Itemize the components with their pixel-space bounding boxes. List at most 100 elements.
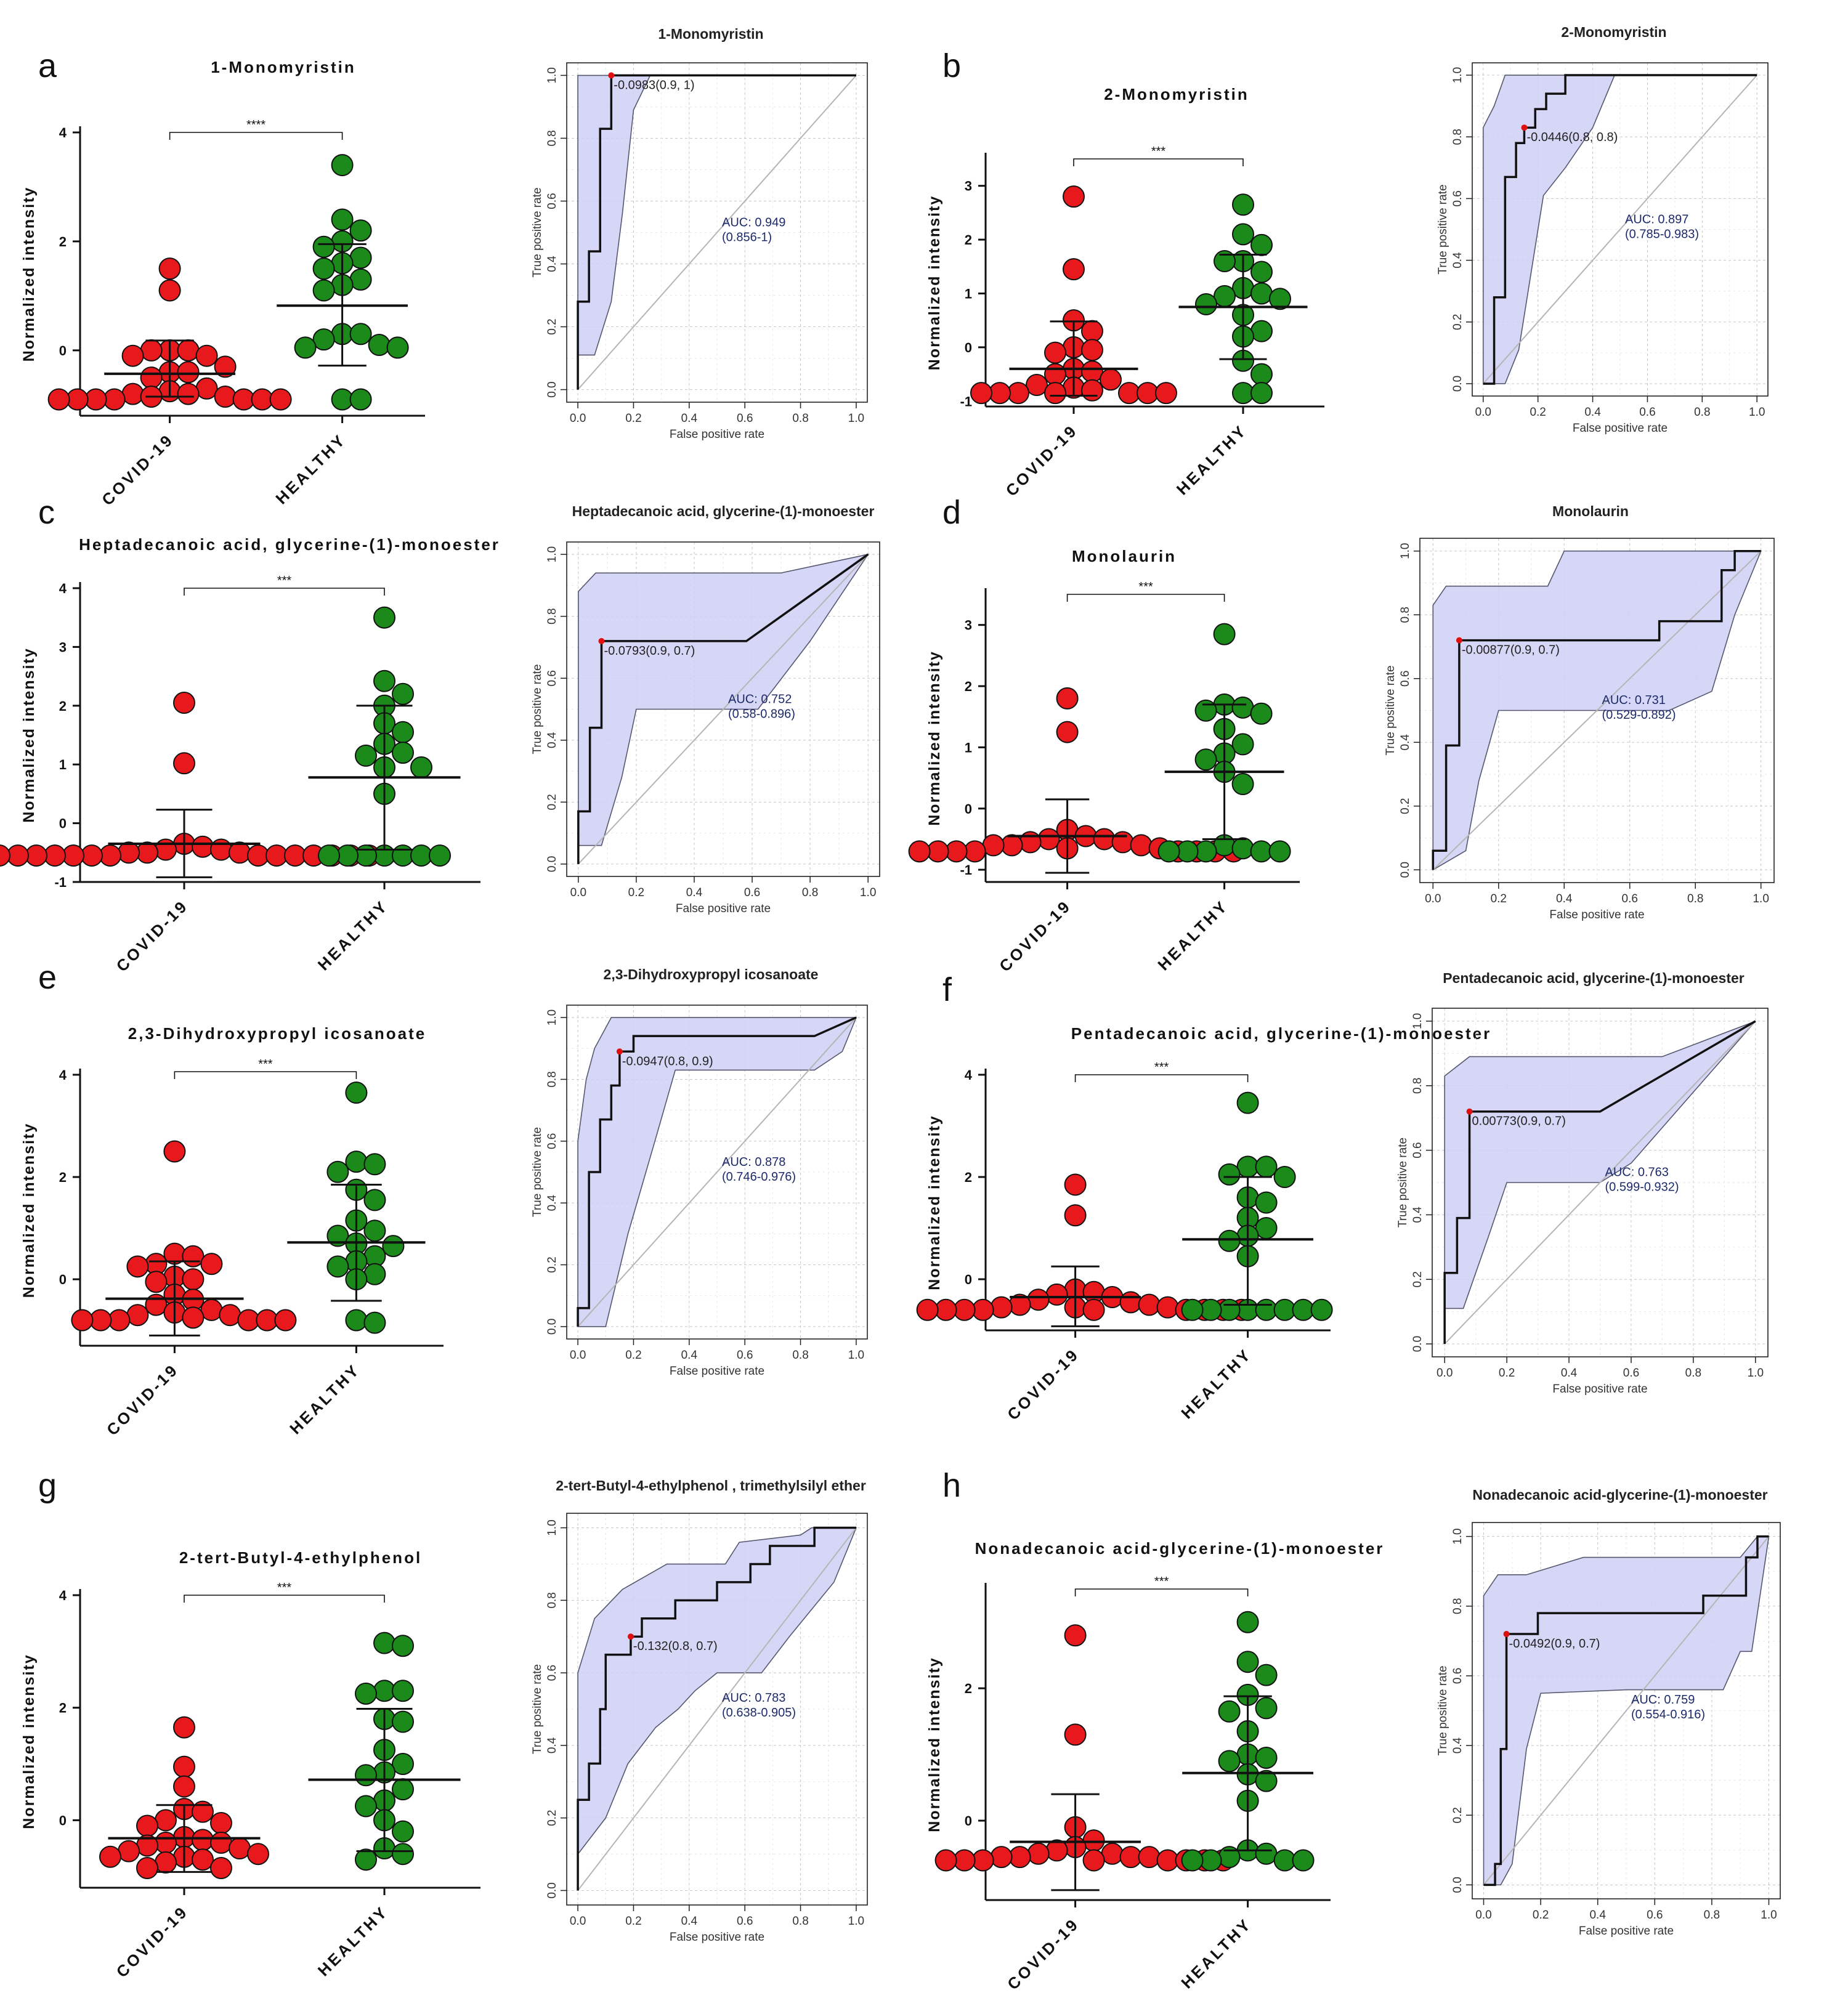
- x-tick-label: 1.0: [1749, 406, 1765, 419]
- data-point: [294, 336, 317, 359]
- data-point: [1255, 1191, 1278, 1214]
- group-healthy: HEALTHY: [286, 1082, 426, 1438]
- dot-plot-title: Pentadecanoic acid, glycerine-(1)-monoes…: [1071, 1024, 1491, 1043]
- data-point: [1269, 288, 1291, 310]
- y-tick-label: 4: [59, 1588, 67, 1603]
- x-tick-label: 0.6: [1622, 892, 1638, 905]
- panel-letter: g: [38, 1467, 57, 1504]
- data-point: [1026, 374, 1048, 397]
- data-point: [136, 841, 158, 864]
- group-covid: COVID-19: [970, 185, 1177, 500]
- roc-title: 2-tert-Butyl-4-ethylphenol , trimethylsi…: [556, 1478, 866, 1494]
- data-point: [1218, 1700, 1241, 1723]
- y-tick-label: 0.8: [546, 608, 559, 624]
- y-tick-label: 0.8: [1399, 607, 1412, 623]
- data-point: [158, 257, 181, 280]
- data-point: [331, 208, 354, 231]
- y-axis-label: Normalized intensity: [20, 1654, 38, 1829]
- significance-bracket: [174, 1071, 357, 1079]
- data-point: [934, 1849, 957, 1872]
- data-point: [274, 1309, 297, 1332]
- data-point: [1218, 1298, 1241, 1321]
- data-point: [1250, 282, 1273, 305]
- data-point: [210, 1811, 232, 1834]
- data-point: [363, 1189, 386, 1211]
- roc-curve: [1432, 549, 1761, 870]
- y-tick-label: 0.0: [1451, 1877, 1464, 1893]
- data-point: [1000, 834, 1023, 857]
- x-tick-label: 0.2: [1533, 1909, 1549, 1922]
- data-point: [318, 844, 340, 867]
- data-point: [373, 1632, 395, 1654]
- data-point: [44, 844, 66, 867]
- x-tick-label: 0.4: [1561, 1367, 1578, 1380]
- data-point: [126, 1304, 149, 1327]
- y-tick-label: 0.8: [546, 130, 559, 146]
- data-point: [1232, 193, 1254, 216]
- chance-diagonal: [1432, 550, 1762, 871]
- x-axis-label: False positive rate: [1579, 1925, 1674, 1938]
- y-axis-label: True positive rate: [1437, 1665, 1449, 1755]
- data-point: [269, 388, 292, 411]
- data-point: [1155, 382, 1177, 405]
- data-point: [81, 844, 103, 867]
- data-point: [1236, 1611, 1259, 1633]
- data-point: [1250, 702, 1273, 725]
- x-tick-label: 0.6: [1647, 1909, 1663, 1922]
- data-point: [1250, 261, 1273, 283]
- cutoff-label: -0.0947(0.8, 0.9): [622, 1054, 713, 1068]
- y-tick-label: 0.6: [1451, 1668, 1464, 1684]
- cutoff-point: [608, 72, 615, 79]
- roc-title: Monolaurin: [1552, 503, 1629, 519]
- cutoff-label: 0.00773(0.9, 0.7): [1472, 1115, 1566, 1128]
- data-point: [1273, 1166, 1296, 1188]
- roc-curve: [1483, 74, 1757, 385]
- chance-diagonal: [1444, 1021, 1756, 1345]
- confidence-band: [577, 1017, 857, 1327]
- cutoff-label: -0.00877(0.9, 0.7): [1462, 644, 1560, 657]
- cutoff-label: -0.0793(0.9, 0.7): [604, 644, 695, 658]
- y-tick-label: 0.0: [546, 1882, 559, 1898]
- data-point: [1157, 840, 1180, 863]
- data-point: [1213, 623, 1236, 645]
- y-tick-label: 0.2: [1451, 1807, 1464, 1823]
- x-tick-label: 0.6: [744, 886, 760, 899]
- y-tick-label: 0.2: [1451, 314, 1464, 330]
- data-point: [373, 1680, 395, 1702]
- data-point: [1194, 840, 1217, 863]
- auc-ci-label: (0.785-0.983): [1625, 227, 1699, 241]
- x-tick-label: 0.0: [1475, 1909, 1491, 1922]
- y-axis-label: Normalized intensity: [20, 187, 38, 362]
- data-point: [934, 1298, 957, 1321]
- data-point: [1044, 382, 1066, 405]
- dot-plot-title: 2-Monomyristin: [1104, 85, 1249, 103]
- data-point: [1081, 320, 1103, 342]
- data-point: [1044, 363, 1066, 386]
- cutoff-point: [1456, 637, 1462, 644]
- y-axis-label: True positive rate: [531, 1127, 544, 1217]
- x-tick-label: 0.0: [1425, 892, 1441, 905]
- data-point: [312, 235, 335, 258]
- category-label: HEALTHY: [1177, 1345, 1255, 1422]
- group-healthy: HEALTHY: [1173, 193, 1308, 499]
- x-tick-label: 0.6: [737, 412, 753, 425]
- y-tick-label: 0: [59, 1272, 67, 1287]
- data-point: [247, 1843, 269, 1866]
- category-label: COVID-19: [113, 896, 192, 976]
- roc-plot-c: Heptadecanoic acid, glycerine-(1)-monoes…: [531, 503, 880, 915]
- x-tick-label: 0.0: [570, 1349, 586, 1362]
- data-point: [177, 361, 200, 384]
- roc-frame: [566, 62, 868, 403]
- group-covid: COVID-19: [0, 692, 380, 976]
- y-tick-label: 2: [965, 679, 972, 694]
- category-label: HEALTHY: [286, 1360, 363, 1438]
- data-point: [1250, 840, 1273, 863]
- roc-title: 1-Monomyristin: [658, 26, 763, 42]
- auc-ci-label: (0.856-1): [722, 230, 772, 244]
- x-tick-label: 0.4: [1589, 1909, 1606, 1922]
- data-point: [1056, 687, 1079, 710]
- data-point: [1236, 1091, 1259, 1114]
- y-tick-label: 1.0: [546, 1519, 559, 1535]
- y-tick-label: 2: [965, 232, 972, 248]
- data-point: [326, 1255, 349, 1278]
